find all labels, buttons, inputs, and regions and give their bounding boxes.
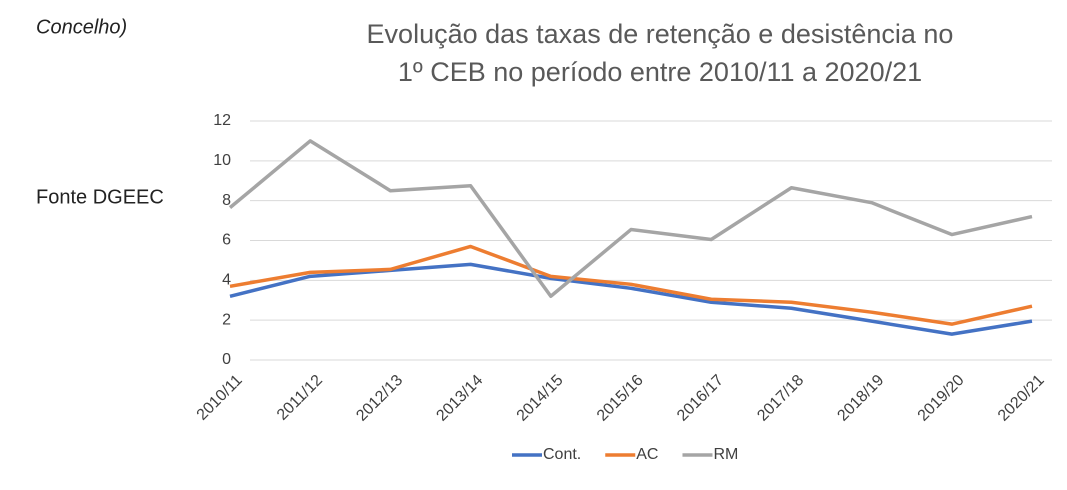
source-note: Fonte DGEEC <box>36 186 164 208</box>
x-tick-label: 2014/15 <box>514 372 567 425</box>
legend-label: Cont. <box>543 446 581 463</box>
heading: Concelho) <box>36 16 127 38</box>
x-tick-label: 2012/13 <box>353 372 406 425</box>
x-tick-label: 2018/19 <box>834 372 887 425</box>
line-series <box>228 139 1033 299</box>
y-tick-label: 8 <box>222 192 231 209</box>
y-tick-label: 10 <box>213 152 231 169</box>
x-tick-label: 2017/18 <box>754 372 807 425</box>
x-tick-label: 2011/12 <box>274 372 326 424</box>
legend-label: AC <box>636 446 658 463</box>
legend-label: RM <box>713 446 738 463</box>
x-tick-label: 2010/11 <box>194 372 246 424</box>
line-series <box>229 244 1033 326</box>
x-tick-label: 2015/16 <box>594 372 647 425</box>
y-tick-label: 0 <box>222 351 231 368</box>
y-tick-label: 2 <box>222 311 231 328</box>
line-series <box>229 262 1033 336</box>
y-tick-label: 4 <box>222 272 231 289</box>
x-tick-label: 2019/20 <box>915 372 968 425</box>
x-tick-label: 2016/17 <box>674 372 727 425</box>
chart-title: Evolução das taxas de retenção e desistê… <box>367 19 954 49</box>
x-tick-label: 2020/21 <box>995 372 1048 425</box>
y-tick-label: 12 <box>213 112 231 129</box>
y-tick-label: 6 <box>222 232 231 249</box>
x-tick-label: 2013/14 <box>433 372 486 425</box>
chart-title: 1º CEB no período entre 2010/11 a 2020/2… <box>398 57 922 87</box>
